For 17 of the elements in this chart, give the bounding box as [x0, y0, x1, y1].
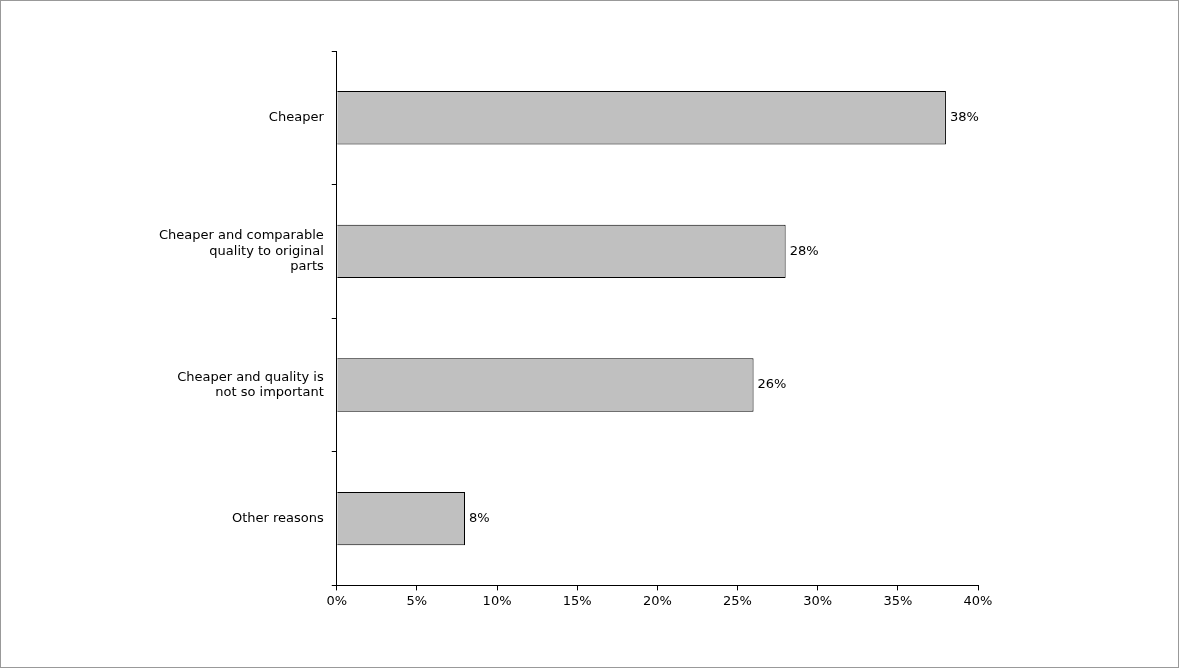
x-tick-label: 25% — [723, 592, 752, 608]
data-label: 38% — [949, 109, 979, 125]
x-tick-label: 10% — [482, 592, 512, 608]
y-tick-label: Cheaper and comparable quality to original parts — [158, 227, 324, 274]
y-tick-label: Cheaper — [268, 109, 325, 125]
x-tick-label: 35% — [883, 592, 913, 608]
x-tick-label: 0% — [326, 592, 348, 608]
data-label: 8% — [469, 509, 490, 525]
y-tick-label: Cheaper and quality is not so important — [177, 368, 324, 400]
x-tick-label: 5% — [406, 592, 428, 608]
x-tick-label: 20% — [642, 592, 672, 608]
data-label: 28% — [789, 242, 819, 258]
x-tick-label: 30% — [803, 592, 833, 608]
x-tick-label: 15% — [562, 592, 592, 608]
y-tick-label: Other reasons — [231, 509, 324, 525]
data-label: 26% — [757, 376, 787, 392]
x-tick-label: 40% — [963, 592, 993, 608]
